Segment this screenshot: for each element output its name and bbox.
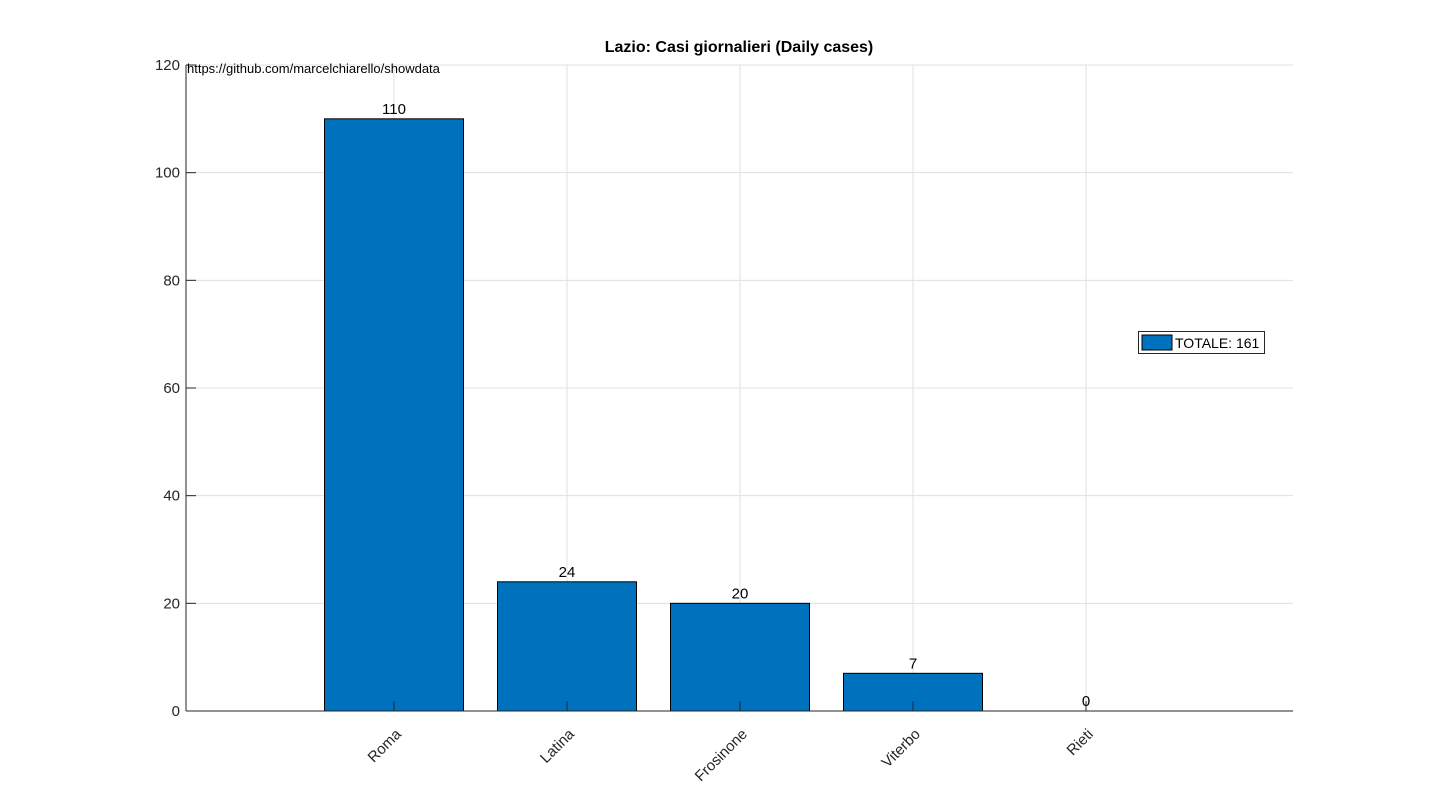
y-tick-label: 60 xyxy=(163,380,180,397)
x-tick-label: Roma xyxy=(365,725,406,766)
y-tick-label: 100 xyxy=(155,165,180,182)
source-url-annotation: https://github.com/marcelchiarello/showd… xyxy=(187,61,441,76)
x-tick-label: Viterbo xyxy=(878,726,923,771)
x-tick-label: Rieti xyxy=(1064,726,1097,759)
y-tick-label: 0 xyxy=(172,703,180,720)
y-tick-label: 20 xyxy=(163,595,180,612)
bars xyxy=(324,118,983,712)
y-tick-label: 120 xyxy=(155,57,180,74)
chart-title: Lazio: Casi giornalieri (Daily cases) xyxy=(605,39,874,56)
bar-frosinone xyxy=(670,602,810,712)
data-label: 24 xyxy=(559,564,576,581)
data-label: 20 xyxy=(732,585,749,602)
y-axis-ticks: 0 20 40 60 80 100 120 xyxy=(155,57,196,720)
data-label: 7 xyxy=(909,655,917,672)
y-tick-label: 40 xyxy=(163,488,180,505)
legend-entry-label: TOTALE: 161 xyxy=(1175,335,1260,351)
x-tick-label: Latina xyxy=(537,725,578,766)
legend: TOTALE: 161 xyxy=(1138,331,1265,354)
bar-roma xyxy=(324,118,464,712)
legend-swatch xyxy=(1141,334,1173,351)
x-axis-ticks: Roma Latina Frosinone Viterbo Rieti xyxy=(365,701,1097,785)
bar-latina xyxy=(497,581,637,712)
data-label: 0 xyxy=(1082,693,1090,710)
y-tick-label: 80 xyxy=(163,272,180,289)
x-tick-label: Frosinone xyxy=(692,726,751,785)
data-labels: 110 24 20 7 0 xyxy=(382,101,1090,710)
data-label: 110 xyxy=(382,101,406,118)
